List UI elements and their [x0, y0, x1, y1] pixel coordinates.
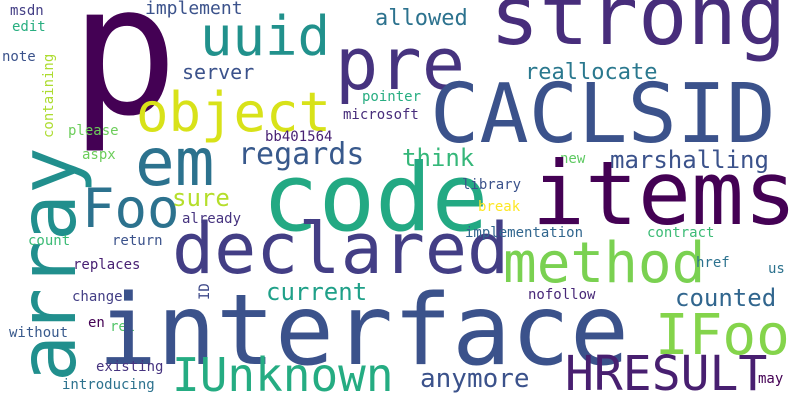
- word-uuid: uuid: [200, 5, 331, 68]
- word-allowed: allowed: [375, 6, 468, 31]
- word-think: think: [402, 144, 475, 172]
- word-msdn: msdn: [10, 3, 44, 19]
- word-edit: edit: [12, 19, 46, 35]
- word-items: items: [532, 142, 797, 245]
- word-object: object: [136, 81, 332, 144]
- word-ifoo: IFoo: [655, 303, 790, 368]
- word-en: en: [88, 315, 105, 331]
- word-already: already: [182, 211, 242, 227]
- word-href: href: [696, 255, 730, 271]
- word-library: library: [462, 177, 522, 193]
- word-replaces: replaces: [73, 257, 141, 273]
- word-server: server: [182, 60, 255, 84]
- word-strong: strong: [490, 0, 787, 64]
- word-please: please: [68, 123, 119, 139]
- word-rel: rel: [110, 319, 136, 335]
- word-declared: declared: [172, 208, 510, 290]
- word-return: return: [112, 233, 163, 249]
- word-note: note: [2, 49, 36, 65]
- word-iunknown: IUnknown: [172, 348, 394, 400]
- word-us: us: [768, 261, 785, 277]
- word-aspx: aspx: [82, 147, 116, 163]
- word-counted: counted: [675, 284, 777, 312]
- word-hresult: HRESULT: [565, 346, 768, 400]
- word-change: change: [72, 289, 123, 305]
- word-code: code: [262, 144, 489, 253]
- word-pointer: pointer: [362, 89, 422, 105]
- word-current: current: [266, 278, 368, 306]
- word-anymore: anymore: [420, 364, 530, 394]
- word-implementation: implementation: [465, 225, 584, 241]
- word-count: count: [28, 233, 71, 249]
- word-sure: sure: [172, 184, 230, 212]
- word-method: method: [503, 231, 706, 296]
- word-containing: containing: [41, 53, 57, 138]
- word-introducing: introducing: [62, 377, 155, 393]
- word-break: break: [478, 199, 521, 215]
- word-interface: interface: [98, 274, 630, 388]
- word-foo: Foo: [82, 177, 180, 240]
- word-nofollow: nofollow: [528, 287, 596, 303]
- word-caclsid: CACLSID: [430, 67, 776, 162]
- word-regards: regards: [238, 137, 365, 172]
- word-reallocate: reallocate: [525, 60, 658, 85]
- word-marshalling: marshalling: [610, 146, 769, 174]
- word-em: em: [135, 124, 215, 201]
- word-new: new: [560, 151, 586, 167]
- word-contract: contract: [647, 225, 715, 241]
- word-without: without: [9, 325, 69, 341]
- word-microsoft: microsoft: [343, 107, 419, 123]
- word-p: p: [70, 0, 179, 156]
- word-existing: existing: [96, 359, 164, 375]
- word-bb401564: bb401564: [265, 129, 333, 145]
- word-implement: implement: [145, 0, 243, 19]
- word-may: may: [758, 371, 784, 387]
- word-pre: pre: [335, 22, 466, 106]
